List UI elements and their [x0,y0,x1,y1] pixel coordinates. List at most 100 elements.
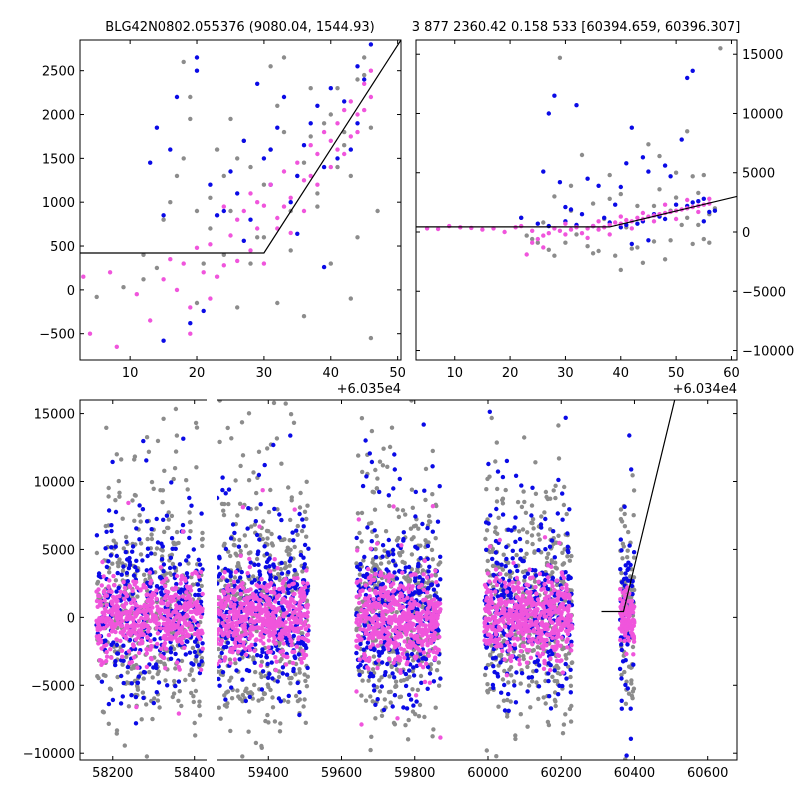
blue-point [148,160,153,165]
blue-point [390,671,395,676]
pink-point [94,598,100,604]
pink-point [255,226,260,231]
pink-point [188,305,193,310]
blue-point [292,568,297,573]
pink-point [256,613,261,618]
blue-point [395,650,400,656]
gray-point [396,514,402,520]
pink-point [137,650,142,656]
pink-point [685,197,690,203]
pink-point [424,617,429,622]
pink-point [105,618,110,623]
pink-point [590,223,596,229]
blue-point [127,555,132,561]
blue-point [619,676,624,681]
gray-point [520,569,526,575]
blue-point [613,202,618,207]
pink-point [230,620,235,626]
pink-point [152,592,157,598]
gray-point [500,501,506,506]
pink-point [222,570,227,575]
pink-point [406,610,412,615]
gray-point [115,560,120,565]
gray-point [170,694,175,700]
gray-point [137,513,142,518]
gray-point [550,345,554,349]
pink-point [173,608,178,614]
gray-point [188,529,193,534]
blue-point [254,532,260,538]
gray-point [225,425,230,431]
gray-point [145,536,150,542]
gray-point [176,698,181,703]
gray-point [380,463,386,468]
pink-point [165,603,170,608]
blue-point [631,662,636,667]
pink-point [98,599,104,604]
gray-point [618,267,623,273]
gray-point [403,723,408,728]
pink-point [218,628,224,633]
blue-point [551,529,556,534]
blue-point [354,535,359,541]
gray-point [388,700,393,705]
pink-point [273,655,278,660]
pink-point [232,588,237,593]
pink-point [294,644,299,649]
pink-point [177,667,182,672]
pink-point [165,589,171,595]
pink-point [236,635,242,641]
gray-point [505,697,510,703]
blue-point [288,200,293,205]
blue-point [110,697,116,703]
blue-point [291,538,296,543]
gray-point [177,689,182,694]
gray-point [484,487,489,492]
gray-point [496,704,501,709]
pink-point [230,624,236,629]
gray-point [385,464,390,469]
blue-point [392,467,397,472]
blue-point [230,522,236,527]
pink-point [270,606,275,611]
blue-point [391,552,396,557]
pink-point [247,564,252,570]
blue-point [385,661,390,667]
blue-point [109,545,114,550]
gray-point [532,579,538,584]
blue-point [137,503,142,508]
gray-point [218,716,223,721]
pink-point [398,631,403,636]
blue-point [431,679,437,684]
gray-point [298,490,303,496]
pink-point [194,599,200,604]
pink-point [292,576,297,581]
left-title: BLG42N0802.055376 (9080.04, 1544.93) [105,20,374,35]
gray-point [543,701,548,706]
pink-point [355,129,360,135]
blue-point [525,689,530,694]
gray-point [253,740,259,746]
gray-point [423,466,429,472]
pink-point [183,602,188,607]
blue-point [221,645,227,650]
blue-point [279,517,284,523]
gray-point [386,560,392,565]
blue-point [130,549,135,554]
blue-point [241,138,246,143]
gray-point [701,172,706,178]
gray-point [484,748,489,753]
gray-point [556,456,562,461]
gray-point [434,668,440,673]
pink-point [362,653,368,658]
pink-point [114,344,120,349]
blue-point [427,564,432,569]
gray-point [409,487,415,492]
blue-point [159,541,164,546]
pink-point [541,233,546,238]
blue-point [220,487,225,493]
gray-point [552,194,557,199]
gray-point [260,536,265,542]
blue-point [417,575,422,580]
pink-point [137,630,143,635]
